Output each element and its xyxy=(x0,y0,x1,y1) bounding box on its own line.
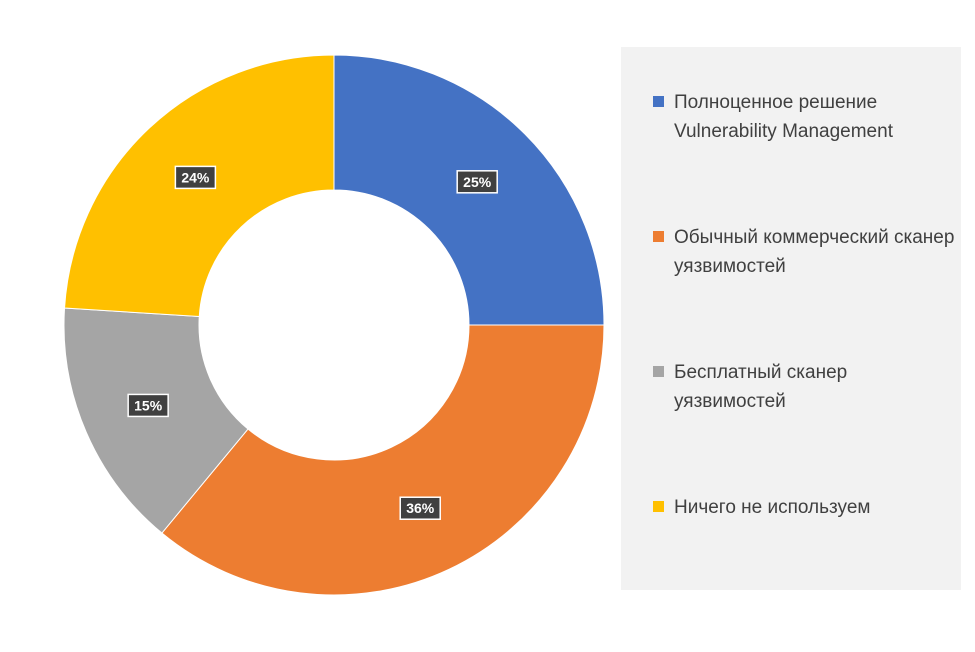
legend-label-nothing: Ничего не используем xyxy=(674,497,871,518)
data-label-text-free-scanner: 15% xyxy=(134,397,163,413)
data-label-text-full-vm: 25% xyxy=(463,174,492,190)
data-label-commercial-scanner: 36% xyxy=(399,496,441,520)
data-label-box-commercial-scanner xyxy=(399,496,441,520)
slice-free-scanner xyxy=(63,307,249,534)
data-label-box-full-vm xyxy=(456,170,498,194)
donut-chart: 25% 36% 15% 24% xyxy=(63,54,605,596)
legend: Полноценное решение Vulnerability Manage… xyxy=(621,47,961,590)
legend-label-commercial-scanner: Обычный коммерческий сканер уязвимостей xyxy=(674,227,955,277)
legend-swatch-commercial-scanner xyxy=(653,231,664,242)
legend-swatch-free-scanner xyxy=(653,366,664,377)
legend-label-full-vm: Полноценное решение Vulnerability Manage… xyxy=(674,92,893,142)
donut-slices xyxy=(63,54,605,596)
legend-swatch-full-vm xyxy=(653,96,664,107)
data-label-nothing: 24% xyxy=(174,165,217,190)
data-label-box-nothing xyxy=(174,165,217,190)
data-label-text-commercial-scanner: 36% xyxy=(406,500,435,516)
data-label-text-nothing: 24% xyxy=(181,169,210,185)
data-label-free-scanner: 15% xyxy=(127,393,169,418)
legend-swatch-nothing xyxy=(653,501,664,512)
data-label-box-free-scanner xyxy=(127,393,169,418)
slice-commercial-scanner xyxy=(161,324,605,596)
data-label-full-vm: 25% xyxy=(456,170,498,194)
legend-label-free-scanner: Бесплатный сканер уязвимостей xyxy=(674,362,848,412)
data-labels: 25% 36% 15% 24% xyxy=(127,165,498,520)
